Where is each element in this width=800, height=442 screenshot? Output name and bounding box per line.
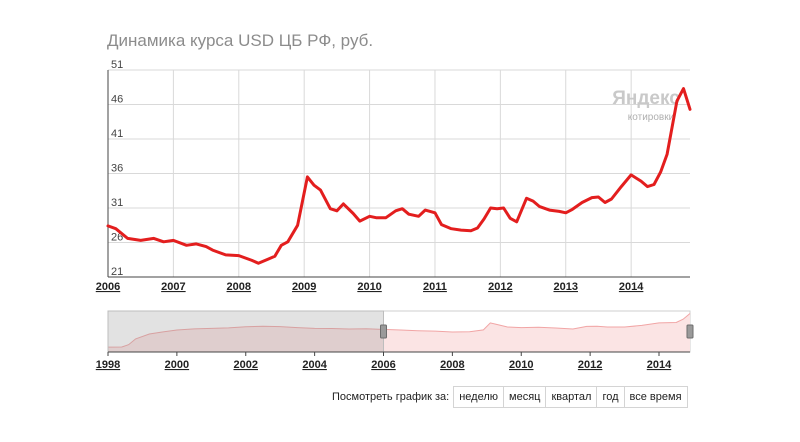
main-grid (107, 69, 690, 278)
x-tick-label: 2008 (227, 281, 251, 293)
usd-rate-line (106, 87, 692, 265)
yandex-logo[interactable]: Яндекс котировки (612, 88, 680, 123)
y-tick-label: 46 (111, 94, 123, 106)
navigator-right-handle[interactable] (686, 324, 694, 339)
chart-title: Динамика курса USD ЦБ РФ, руб. (107, 31, 374, 50)
yandex-logo-sub: котировки (628, 112, 674, 123)
navigator-tick-label[interactable]: 2014 (647, 359, 672, 371)
period-quarter-button[interactable]: квартал (545, 386, 598, 408)
navigator-tick-label[interactable]: 2002 (234, 359, 258, 371)
navigator-tick-label[interactable]: 2010 (509, 359, 533, 371)
x-tick-label: 2014 (619, 281, 644, 293)
y-tick-label: 31 (111, 197, 123, 209)
navigator-line (107, 313, 691, 348)
yandex-logo-text: Яндекс (612, 88, 680, 109)
period-all-time-button[interactable]: все время (623, 386, 688, 408)
x-tick-label: 2010 (357, 281, 381, 293)
x-tick-label: 2013 (554, 281, 578, 293)
main-axes: 2006 2007 2008 2009 2010 2011 2012 2013 2014 21 26… (96, 59, 690, 293)
navigator: 1998 2000 2002 2004 2006 2008 2010 2012 2014 (96, 310, 694, 371)
x-tick-label: 2007 (161, 281, 185, 293)
period-selector: Посмотреть график за: неделю месяц кварт… (332, 386, 688, 408)
y-tick-label: 21 (111, 266, 123, 278)
y-tick-label: 36 (111, 163, 123, 175)
x-tick-label: 2009 (292, 281, 316, 293)
main-series (106, 87, 692, 265)
navigator-tick-label[interactable]: 2006 (371, 359, 395, 371)
x-tick-label: 2011 (423, 281, 447, 293)
x-tick-label: 2012 (488, 281, 512, 293)
navigator-left-handle[interactable] (380, 324, 388, 339)
x-tick-label: 2006 (96, 281, 120, 293)
navigator-tick-label[interactable]: 2004 (302, 359, 327, 371)
y-tick-label: 41 (111, 128, 123, 140)
y-tick-label: 51 (111, 59, 123, 71)
period-month-button[interactable]: месяц (503, 386, 547, 408)
period-selector-label: Посмотреть график за: (332, 391, 450, 403)
period-week-button[interactable]: неделю (453, 386, 505, 408)
period-year-button[interactable]: год (596, 386, 625, 408)
navigator-tick-label[interactable]: 2000 (165, 359, 189, 371)
navigator-selected-range[interactable] (107, 310, 385, 353)
navigator-tick-label[interactable]: 2008 (440, 359, 464, 371)
navigator-tick-label[interactable]: 1998 (96, 359, 120, 371)
y-tick-label: 26 (111, 232, 123, 244)
navigator-area (108, 313, 690, 352)
navigator-tick-label[interactable]: 2012 (578, 359, 602, 371)
